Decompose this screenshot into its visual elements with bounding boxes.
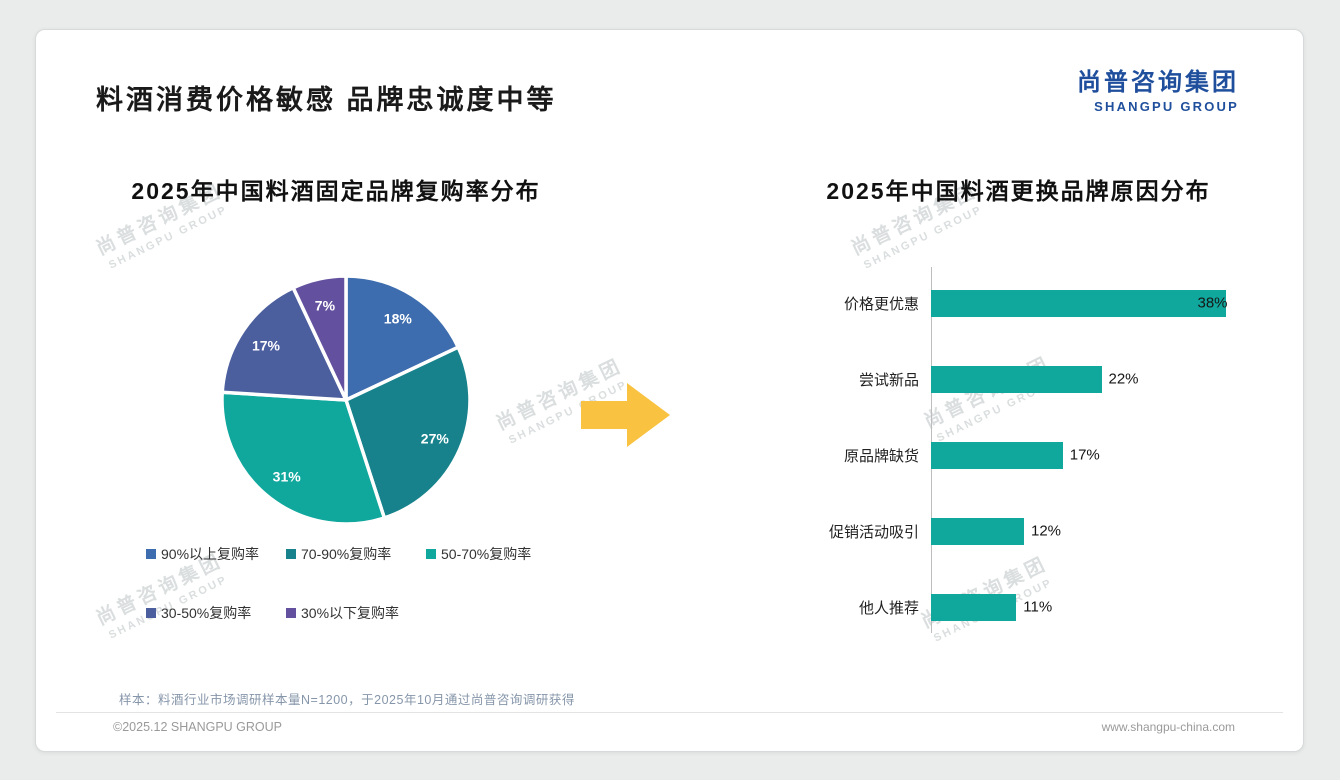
shangpu-logo: 尚普咨询集团 SHANGPU GROUP (1077, 62, 1239, 114)
legend-label: 90%以上复购率 (161, 546, 260, 562)
legend-label: 30%以下复购率 (301, 605, 400, 621)
bar-value-label: 17% (1069, 446, 1100, 464)
bar-value-label: 22% (1108, 370, 1139, 388)
bar-value-label: 12% (1031, 522, 1062, 540)
pie-slice-3 (220, 390, 387, 526)
pie-slice-4 (220, 286, 348, 402)
pie-slice-label: 27% (421, 430, 450, 446)
legend-label: 50-70%复购率 (441, 546, 532, 562)
logo-text-cn: 尚普咨询集团 (1077, 69, 1239, 96)
bar-row-1: 价格更优惠 38% (781, 265, 1241, 341)
bar-track: 38% (931, 289, 1241, 317)
bar-value-label: 38% (1197, 294, 1228, 312)
legend-item-1: 90%以上复购率 (146, 544, 286, 564)
pie-slice-5 (291, 274, 348, 402)
pie-slice-1 (344, 274, 460, 402)
bar-fill (931, 289, 1226, 317)
legend-swatch (426, 549, 436, 559)
footer-divider (56, 712, 1283, 713)
legend-item-2: 70-90%复购率 (286, 544, 426, 564)
bar-category-label: 尝试新品 (858, 371, 919, 389)
bar-fill (931, 517, 1024, 545)
pie-legend: 90%以上复购率 70-90%复购率 50-70%复购率 30-50%复购率 30%以下… (146, 544, 616, 623)
content-layer: 料酒消费价格敏感 品牌忠诚度中等 尚普咨询集团 SHANGPU GROUP 20… (36, 30, 1303, 751)
footnote: 样本：料酒行业市场调研样本量N=1200，于2025年10月通过尚普咨询调研获得 (119, 693, 575, 707)
legend-item-3: 50-70%复购率 (426, 544, 596, 564)
legend-swatch (146, 549, 156, 559)
bar-chart-title: 2025年中国料酒更换品牌原因分布 (826, 178, 1211, 204)
bar-fill (931, 441, 1063, 469)
pie-slice-2 (344, 345, 472, 520)
pie-chart-title: 2025年中国料酒固定品牌复购率分布 (131, 178, 541, 204)
bar-category-label: 促销活动吸引 (828, 523, 919, 541)
page-title: 料酒消费价格敏感 品牌忠诚度中等 (96, 85, 557, 115)
pie-slice-label: 17% (252, 338, 281, 354)
footer-copyright: ©2025.12 SHANGPU GROUP (113, 720, 282, 734)
bar-track: 22% (931, 365, 1241, 393)
bar-chart: 价格更优惠 38% 尝试新品 22% 原品牌缺货 17% 促销活动吸引 12% 他人推荐 11% (781, 265, 1241, 645)
pie-slice-label: 31% (273, 468, 302, 484)
pie-slice-label: 7% (315, 298, 336, 314)
bar-track: 17% (931, 441, 1241, 469)
arrow-right-icon (581, 382, 671, 448)
footer-website: www.shangpu-china.com (1101, 720, 1235, 734)
pie-slice-label: 18% (384, 310, 413, 326)
logo-text-en: SHANGPU GROUP (1094, 99, 1239, 114)
bar-category-label: 原品牌缺货 (843, 447, 919, 465)
legend-swatch (286, 608, 296, 618)
pie-chart-area: 18% 27% 31% 17% 7% (214, 268, 478, 532)
bar-fill (931, 593, 1017, 621)
pie-chart: 18% 27% 31% 17% 7% (220, 274, 472, 526)
bar-row-5: 他人推荐 11% (781, 569, 1241, 645)
bar-category-label: 价格更优惠 (843, 295, 919, 313)
bar-category-label: 他人推荐 (858, 599, 919, 617)
legend-swatch (146, 608, 156, 618)
legend-label: 30-50%复购率 (161, 605, 252, 621)
legend-item-5: 30%以下复购率 (286, 603, 426, 623)
bar-track: 11% (931, 593, 1241, 621)
bar-fill (931, 365, 1102, 393)
slide-card: 尚普咨询集团 SHANGPU GROUP 尚普咨询集团 SHANGPU GROUP … (35, 29, 1304, 752)
bar-row-4: 促销活动吸引 12% (781, 493, 1241, 569)
bar-track: 12% (931, 517, 1241, 545)
legend-swatch (286, 549, 296, 559)
bar-row-2: 尝试新品 22% (781, 341, 1241, 417)
legend-item-4: 30-50%复购率 (146, 603, 286, 623)
legend-label: 70-90%复购率 (301, 546, 392, 562)
bar-value-label: 11% (1023, 598, 1053, 616)
bar-row-3: 原品牌缺货 17% (781, 417, 1241, 493)
